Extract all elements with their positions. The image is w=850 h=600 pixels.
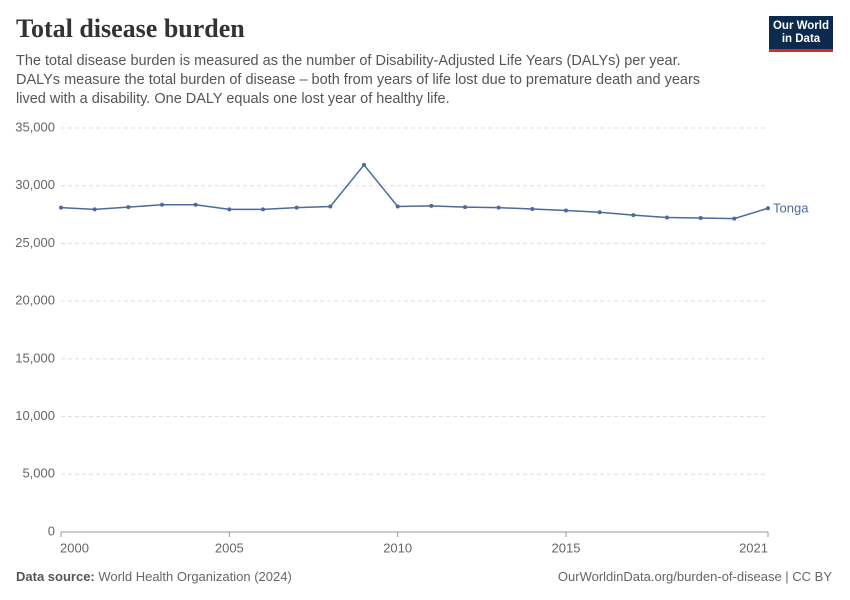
source-label: Data source:	[16, 569, 95, 584]
chart: 0 5,000 10,000 15,000 20,000 25,000 30,000 35,0…	[15, 119, 809, 555]
y-tick-label: 5,000	[22, 466, 55, 481]
y-tick-label: 20,000	[15, 293, 55, 308]
source: Data source: World Health Organization (…	[16, 569, 292, 584]
point	[92, 207, 97, 212]
point	[698, 216, 703, 221]
point	[328, 204, 333, 209]
point	[631, 213, 636, 218]
x-tick-label: 2015	[552, 540, 581, 555]
point	[463, 205, 467, 210]
line	[60, 163, 769, 220]
x-tick-label: 2021	[739, 540, 768, 555]
point	[564, 208, 568, 213]
point	[261, 207, 265, 212]
point	[362, 162, 366, 167]
x-tick-label: 2010	[383, 540, 412, 555]
point	[597, 210, 602, 215]
chart-title: Total disease burden	[16, 14, 245, 43]
y-tick-label: 15,000	[15, 350, 55, 365]
x-tick-label: 2000	[60, 540, 89, 555]
point	[395, 204, 400, 209]
y-tick-label: 35,000	[15, 119, 55, 134]
point	[429, 203, 434, 208]
logo[interactable]: Our World in Data	[769, 16, 833, 52]
y-tick-label: 0	[48, 523, 55, 538]
point	[496, 205, 501, 210]
y-tick-label: 10,000	[15, 408, 55, 423]
chart-subtitle: The total disease burden is measured as …	[16, 53, 701, 107]
point	[160, 202, 164, 207]
y-tick-label: 25,000	[15, 235, 55, 250]
point	[294, 205, 299, 210]
url[interactable]: OurWorldinData.org/burden-of-disease | C…	[557, 569, 832, 584]
source-text: World Health Organization (2024)	[98, 569, 292, 584]
point	[665, 215, 669, 220]
point	[193, 202, 198, 207]
x-tick-label: 2005	[215, 540, 244, 555]
point	[227, 207, 232, 212]
y-tick-label: 30,000	[15, 177, 55, 192]
point	[59, 205, 63, 210]
point	[530, 207, 535, 212]
point	[766, 206, 770, 211]
point	[126, 205, 131, 210]
series-label: Tonga	[773, 201, 809, 216]
point	[732, 216, 737, 221]
